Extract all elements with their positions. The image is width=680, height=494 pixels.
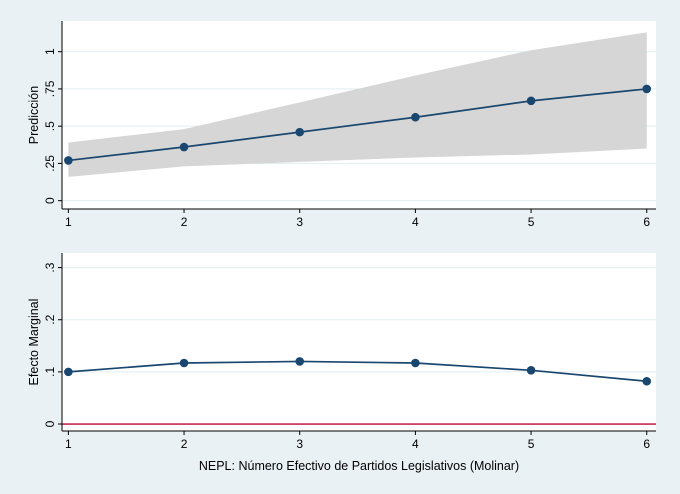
y-tick-label: .75: [43, 80, 57, 97]
y-axis-title-prediction: Predicción: [27, 85, 41, 145]
y-tick-label: 0: [43, 197, 57, 204]
y-tick-label: .25: [43, 155, 57, 172]
data-point: [642, 376, 652, 386]
x-tick-label: 2: [181, 215, 188, 229]
data-point: [64, 156, 73, 165]
data-point: [526, 96, 536, 106]
y-tick-label: .5: [43, 121, 57, 131]
x-tick-label: 2: [181, 437, 188, 451]
x-tick-label: 5: [528, 215, 535, 229]
y-tick-label: 0: [43, 420, 57, 427]
data-point: [411, 358, 420, 368]
data-point: [411, 112, 420, 122]
data-point: [179, 142, 189, 152]
plot-area: [62, 253, 656, 431]
y-tick-label: .2: [43, 314, 57, 324]
x-tick-label: 6: [643, 215, 650, 229]
confidence-band: [68, 32, 647, 177]
y-axis-title-marginal-effect: Efecto Marginal: [27, 298, 41, 386]
x-tick-label: 3: [296, 215, 303, 229]
y-tick-label: .1: [43, 367, 57, 377]
x-tick-label: 5: [528, 437, 535, 451]
x-tick-label: 1: [65, 215, 72, 229]
series-line: [68, 88, 647, 162]
x-tick-label: 6: [643, 437, 650, 451]
data-point: [179, 358, 189, 368]
data-point: [526, 366, 536, 375]
x-tick-label: 1: [65, 437, 72, 451]
y-tick-label: 1: [43, 48, 57, 55]
series-line: [68, 360, 647, 383]
data-point: [64, 367, 73, 377]
y-tick-label: .3: [43, 262, 57, 272]
x-tick-label: 4: [412, 215, 419, 229]
data-point: [642, 84, 652, 94]
data-point: [295, 127, 305, 137]
x-axis-title: NEPL: Número Efectivo de Partidos Legisl…: [198, 459, 520, 473]
x-tick-label: 4: [412, 437, 419, 451]
x-tick-label: 3: [296, 437, 303, 451]
data-point: [295, 357, 305, 366]
